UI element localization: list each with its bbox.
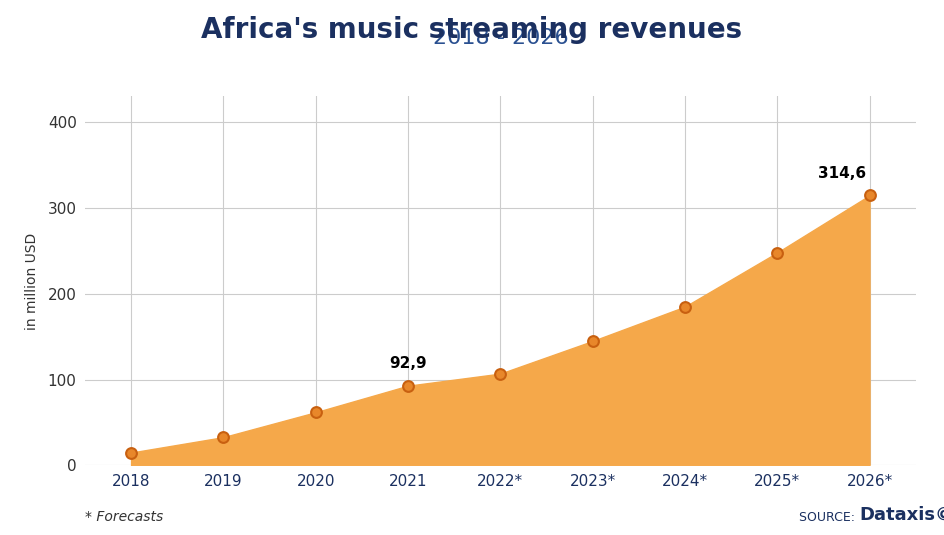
Point (216, 433, 231, 441)
Point (862, 191, 877, 200)
Point (769, 248, 784, 257)
Point (124, 448, 139, 457)
Y-axis label: in million USD: in million USD (25, 232, 40, 330)
Text: 314,6: 314,6 (818, 166, 866, 181)
Title: 2018 - 2026: 2018 - 2026 (432, 27, 568, 48)
Text: * Forecasts: * Forecasts (85, 510, 163, 524)
Point (585, 337, 600, 345)
Text: Dataxis©: Dataxis© (859, 506, 944, 524)
Text: SOURCE:: SOURCE: (799, 511, 859, 524)
Point (400, 381, 415, 390)
Point (308, 408, 323, 417)
Point (678, 302, 693, 311)
Text: 92,9: 92,9 (389, 356, 427, 371)
Text: Africa's music streaming revenues: Africa's music streaming revenues (201, 16, 743, 44)
Point (493, 369, 508, 378)
